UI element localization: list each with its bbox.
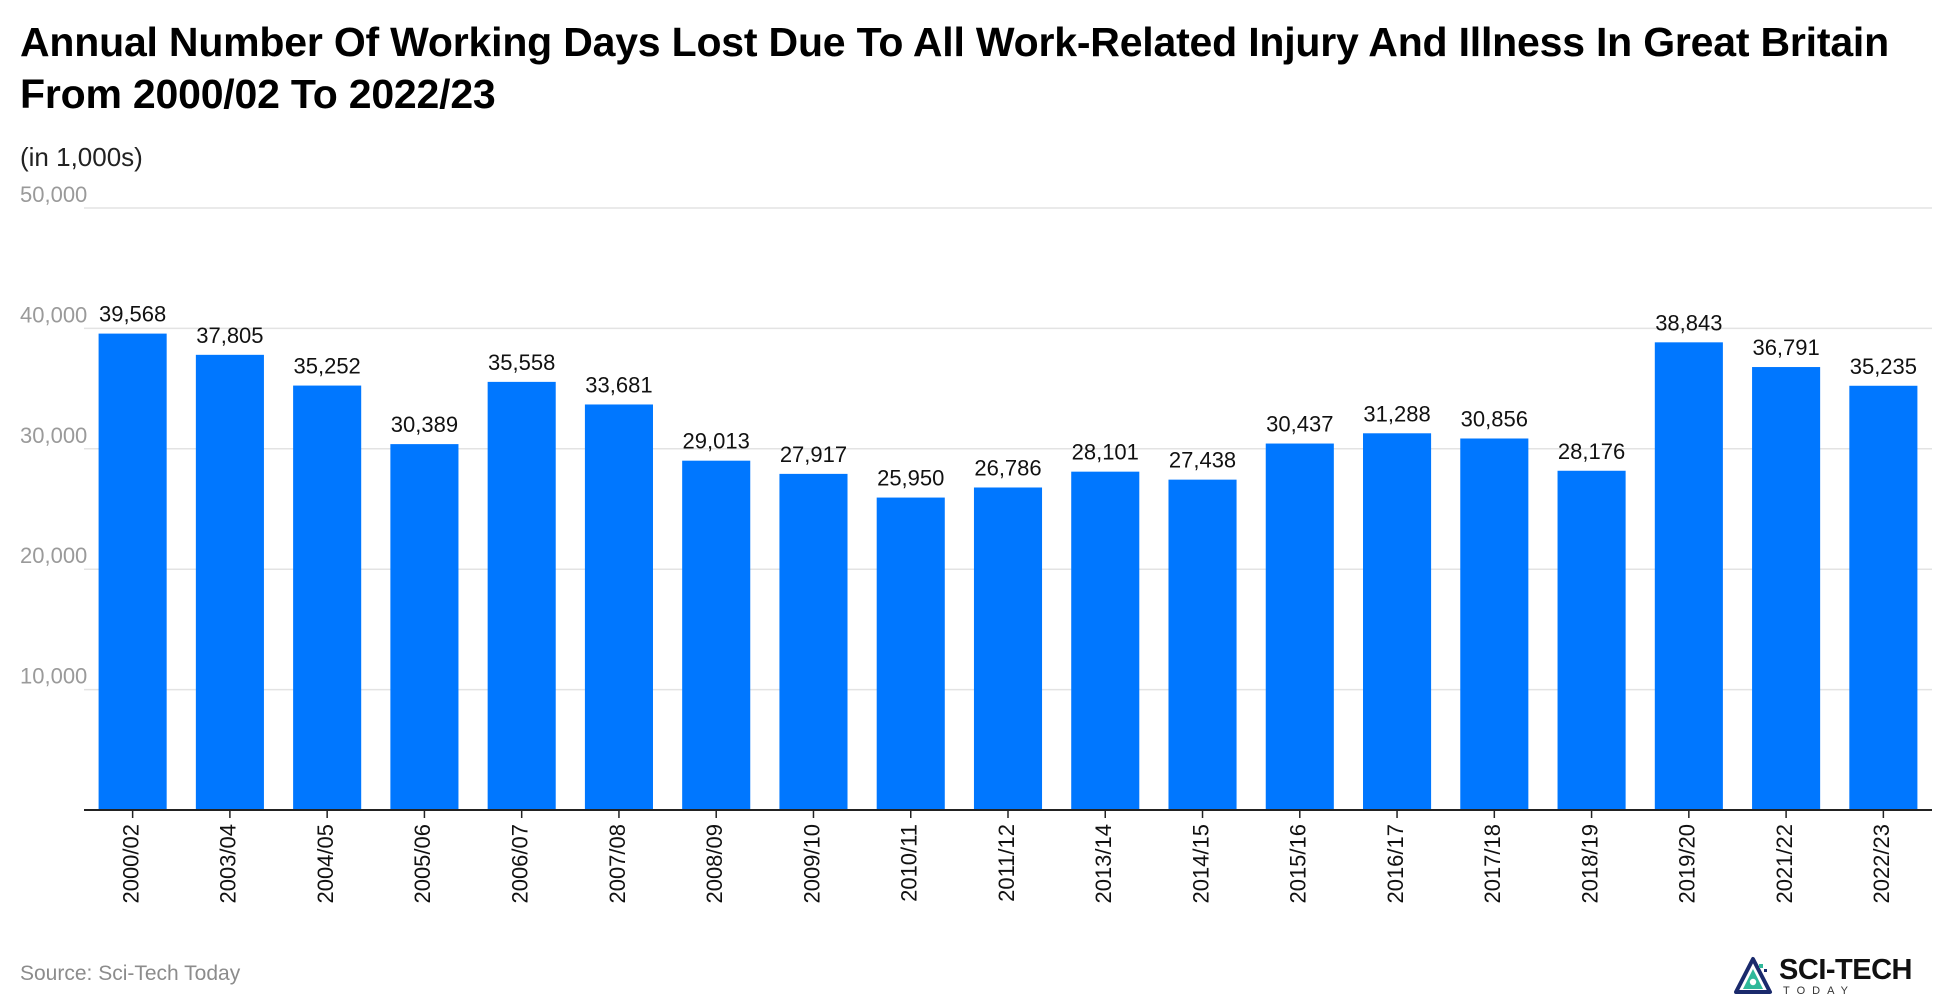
x-tick-label: 2004/05 bbox=[313, 824, 338, 904]
bar bbox=[1071, 471, 1140, 810]
x-tick-label: 2021/22 bbox=[1772, 824, 1797, 904]
value-labels: 39,568 37,805 35,252 30,389 35,558 33,681 29,0… bbox=[99, 302, 1917, 491]
chart-title: Annual Number Of Working Days Lost Due T… bbox=[20, 19, 1889, 117]
bar bbox=[1363, 433, 1432, 810]
data-label: 27,917 bbox=[780, 442, 847, 467]
x-tick-label: 2008/09 bbox=[702, 824, 727, 904]
bar bbox=[1265, 443, 1334, 810]
x-tick-label: 2003/04 bbox=[216, 824, 241, 904]
x-tick-label: 2015/16 bbox=[1286, 824, 1311, 904]
data-label: 29,013 bbox=[683, 429, 750, 454]
bar bbox=[1654, 342, 1723, 810]
bar bbox=[293, 385, 362, 810]
x-tick-label: 2005/06 bbox=[410, 824, 435, 904]
data-label: 35,235 bbox=[1850, 354, 1917, 379]
y-tick-label: 50,000 bbox=[20, 182, 87, 207]
data-label: 35,252 bbox=[294, 354, 361, 379]
x-tick-label: 2010/11 bbox=[897, 824, 922, 902]
data-label: 25,950 bbox=[877, 466, 944, 491]
bar bbox=[1460, 438, 1529, 810]
y-tick-label: 30,000 bbox=[20, 423, 87, 448]
y-axis: 10,000 20,000 30,000 40,000 50,000 bbox=[20, 182, 87, 689]
bar bbox=[390, 444, 459, 810]
data-label: 39,568 bbox=[99, 302, 166, 327]
data-label: 27,438 bbox=[1169, 448, 1236, 473]
data-label: 30,856 bbox=[1461, 406, 1528, 431]
x-tick-label: 2018/19 bbox=[1577, 824, 1602, 904]
data-label: 36,791 bbox=[1752, 335, 1819, 360]
x-tick-label: 2022/23 bbox=[1869, 824, 1894, 904]
bar bbox=[876, 497, 945, 810]
data-label: 26,786 bbox=[974, 455, 1041, 480]
bar bbox=[973, 487, 1043, 810]
x-axis: 2000/02 2003/04 2004/05 2005/06 2006/07 2007/… bbox=[84, 809, 1932, 904]
data-label: 35,558 bbox=[488, 350, 555, 375]
x-tick-label: 2006/07 bbox=[507, 824, 532, 904]
data-label: 28,101 bbox=[1072, 440, 1139, 465]
brand-tagline: TODAY bbox=[1783, 984, 1855, 997]
brand-logo: SCI-TECH TODAY bbox=[1733, 954, 1912, 998]
data-label: 38,843 bbox=[1655, 310, 1722, 335]
y-tick-label: 40,000 bbox=[20, 302, 87, 327]
source-note: Source: Sci-Tech Today bbox=[20, 962, 241, 985]
x-tick-label: 2009/10 bbox=[799, 824, 824, 904]
bar bbox=[1849, 385, 1918, 810]
y-tick-label: 20,000 bbox=[20, 543, 87, 568]
data-label: 28,176 bbox=[1558, 439, 1625, 464]
data-label: 33,681 bbox=[585, 372, 652, 397]
x-tick-label: 2013/14 bbox=[1091, 824, 1116, 904]
bar bbox=[195, 354, 264, 810]
chart-subtitle: (in 1,000s) bbox=[20, 142, 143, 172]
brand-name: SCI-TECH bbox=[1779, 953, 1912, 986]
x-tick-label: 2019/20 bbox=[1675, 824, 1700, 904]
x-tick-label: 2007/08 bbox=[605, 824, 630, 904]
x-tick-label: 2000/02 bbox=[118, 824, 143, 904]
y-tick-label: 10,000 bbox=[20, 664, 87, 689]
bar bbox=[1168, 479, 1237, 810]
x-tick-label: 2014/15 bbox=[1188, 824, 1213, 904]
bar bbox=[779, 473, 848, 810]
data-label: 31,288 bbox=[1363, 401, 1430, 426]
sci-tech-logo-icon bbox=[1734, 957, 1773, 994]
data-label: 37,805 bbox=[196, 323, 263, 348]
x-tick-label: 2017/18 bbox=[1480, 824, 1505, 904]
bar bbox=[682, 460, 751, 810]
x-tick-label: 2016/17 bbox=[1383, 824, 1408, 904]
bar-chart: 10,000 20,000 30,000 40,000 50,000 39,568 37,… bbox=[20, 182, 1932, 904]
bars bbox=[98, 333, 1918, 810]
bar bbox=[1752, 367, 1821, 810]
bar bbox=[584, 404, 653, 810]
data-label: 30,437 bbox=[1266, 412, 1333, 437]
data-label: 30,389 bbox=[391, 412, 458, 437]
bar bbox=[1557, 470, 1626, 810]
bar bbox=[98, 333, 167, 810]
bar bbox=[487, 381, 556, 810]
x-tick-label: 2011/12 bbox=[994, 824, 1019, 902]
